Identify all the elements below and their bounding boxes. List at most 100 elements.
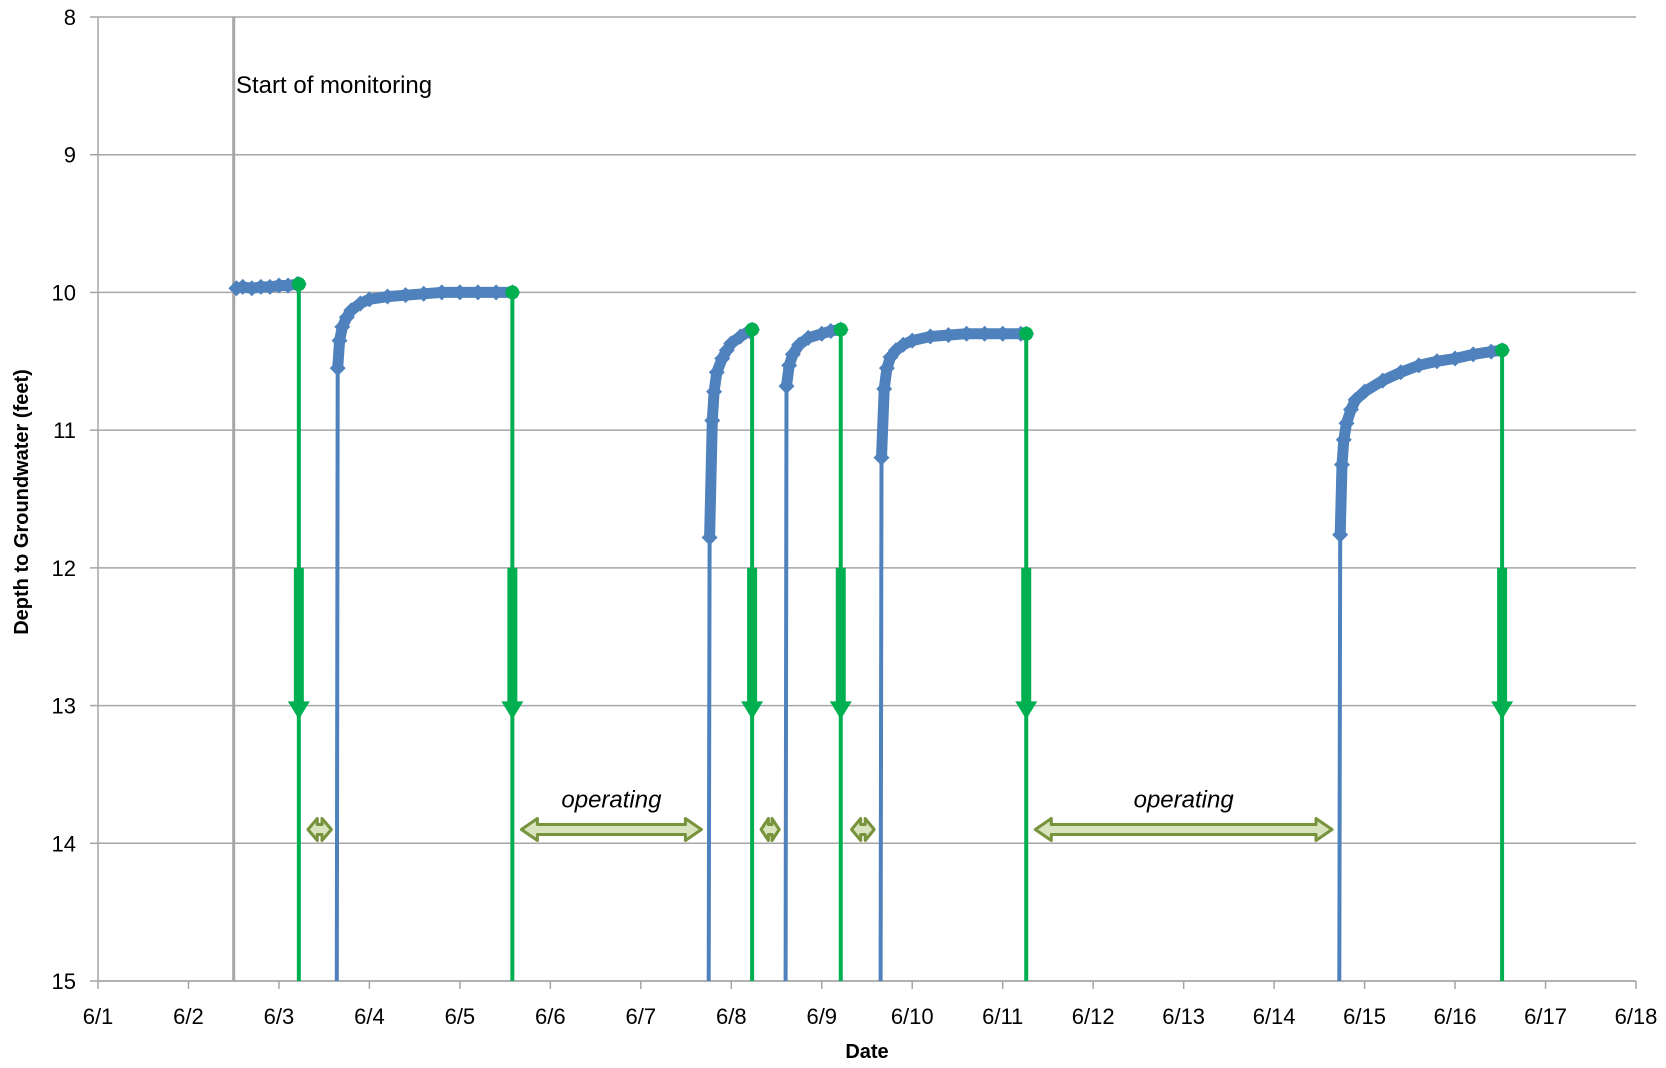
pump-off-event-2 [501,285,524,981]
pump-off-marker [833,322,848,337]
x-tick-label-6-15: 6/15 [1343,1004,1386,1029]
y-tick-label-8: 8 [64,5,76,30]
pump-off-event-5 [1015,326,1038,981]
series-point [397,287,414,304]
pump-off-event-6 [1491,343,1514,981]
series-segment-5 [873,325,1035,982]
series-point [1374,372,1391,389]
x-tick-label-6-3: 6/3 [264,1004,295,1029]
series-point [800,329,817,346]
x-tick-label-6-9: 6/9 [806,1004,837,1029]
series-segment-2 [329,284,521,982]
series-point [708,364,725,381]
pump-off-marker [1495,343,1510,358]
pump-off-arrow-head [741,701,764,720]
x-tick-label-6-14: 6/14 [1253,1004,1296,1029]
pump-off-arrow-head [287,701,310,720]
series-point [1447,350,1464,367]
pump-off-event-3 [741,322,764,981]
series-point [1428,353,1445,370]
series-point [488,284,505,301]
series-point [1483,343,1500,360]
series-point [976,325,993,342]
series-point [331,332,348,349]
y-tick-label-11: 11 [53,418,76,443]
series-point [433,284,450,301]
series-point [701,529,718,546]
series-point [329,360,346,377]
series-line [334,290,513,982]
series-segment-6 [1332,342,1511,982]
operating-arrow [519,817,703,842]
pump-off-marker [505,285,520,300]
series-point [469,284,486,301]
x-tick-label-6-16: 6/16 [1434,1004,1477,1029]
x-axis-title: Date [845,1041,888,1063]
series-segment-4 [778,321,849,982]
series-point [1347,391,1364,408]
series-point [1410,357,1427,374]
y-tick-label-14: 14 [52,831,76,856]
pump-off-event-1 [287,277,310,981]
series-point [922,328,939,345]
pump-off-marker [291,277,306,292]
series-point [415,285,432,302]
pump-off-event-4 [829,322,852,981]
x-tick-label-6-6: 6/6 [535,1004,566,1029]
series-point [1465,346,1482,363]
series-marker-band [704,324,758,544]
x-tick-label-6-8: 6/8 [716,1004,747,1029]
x-tick-label-6-12: 6/12 [1072,1004,1115,1029]
series-point [778,378,795,395]
series-point [904,332,921,349]
series-point [1356,383,1373,400]
x-tick-label-6-18: 6/18 [1615,1004,1658,1029]
x-tick-label-6-10: 6/10 [891,1004,934,1029]
x-tick-label-6-11: 6/11 [982,1004,1023,1029]
y-tick-label-15: 15 [52,969,76,994]
series-marker-band [1334,344,1508,541]
operating-periods: operating operating [306,787,1334,842]
axes: 8 9 10 11 12 13 14 15 6/1 6/2 6/3 6/4 6/5 6/6 6/7 6/8 6/… [52,5,1658,1029]
series-point [994,325,1011,342]
y-tick-label-12: 12 [52,556,76,581]
y-tick-label-9: 9 [64,143,76,168]
series-segment-3 [701,321,761,982]
series-point [1333,456,1350,473]
operating-label: operating [561,787,662,814]
series-point [704,412,721,429]
series-point [706,383,723,400]
pump-off-marker [745,322,760,337]
operating-arrow [1033,817,1334,842]
pump-off-arrow-head [1491,701,1514,720]
x-tick-label-6-1: 6/1 [83,1004,114,1029]
operating-label: operating [1134,787,1235,814]
operating-period-1 [306,817,333,842]
operating-arrow [306,817,333,842]
start-of-monitoring-label: Start of monitoring [236,72,432,99]
operating-arrow [850,817,876,842]
x-tick-label-6-5: 6/5 [445,1004,476,1029]
series-point [958,325,975,342]
series-point [379,288,396,305]
series-point [1392,364,1409,381]
series-point [361,291,378,308]
operating-period-2: operating [519,787,703,842]
y-axis-title: Depth to Groundwater (feet) [11,369,33,635]
series-line [1337,348,1503,982]
series-point [270,277,287,294]
operating-arrow [759,817,781,842]
x-tick-label-6-17: 6/17 [1524,1004,1567,1029]
series-point [1335,431,1352,448]
x-tick-label-6-7: 6/7 [626,1004,657,1029]
series-point [873,449,890,466]
series-point [451,284,468,301]
series-point [876,380,893,397]
gridlines [98,16,1636,982]
series-point [252,278,269,295]
series-line [783,327,842,982]
x-tick-label-6-2: 6/2 [173,1004,204,1029]
series-point [1338,415,1355,432]
x-tick-label-6-4: 6/4 [354,1004,385,1029]
